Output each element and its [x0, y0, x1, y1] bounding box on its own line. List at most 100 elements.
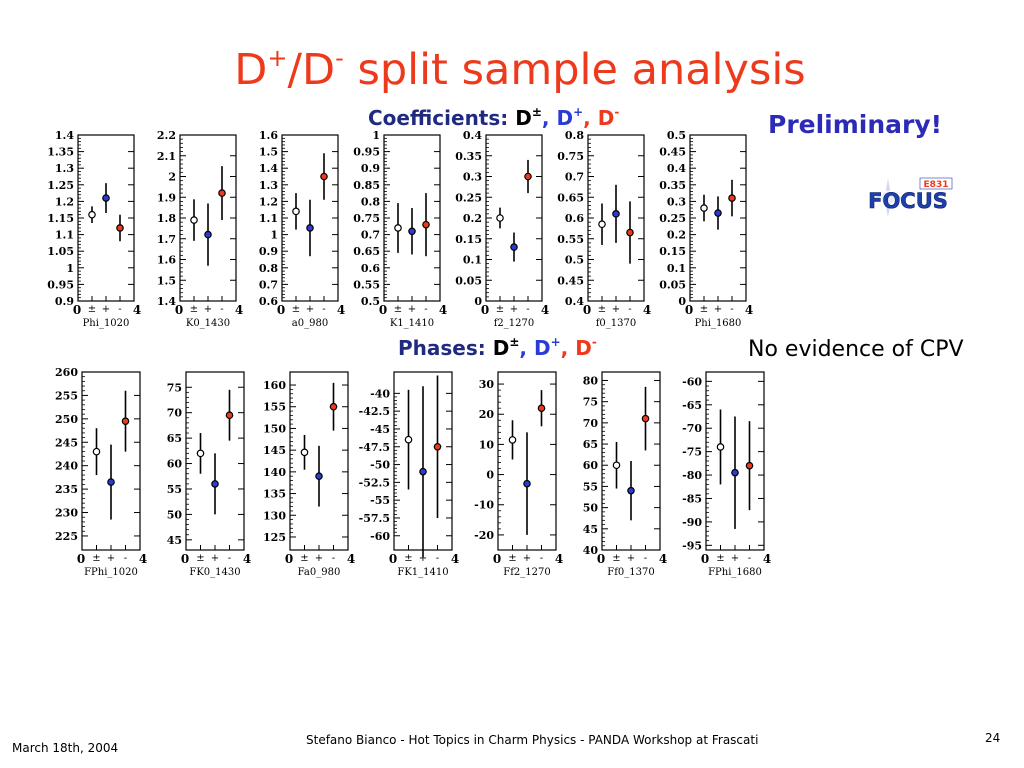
data-point-d-plus	[107, 478, 115, 486]
y-tick-label: 55	[583, 480, 598, 493]
x-tick-label: 4	[243, 552, 251, 566]
plot-title: Ff2_1270	[503, 567, 550, 578]
x-category-label: -	[228, 553, 231, 564]
y-tick-label: 0.3	[463, 171, 482, 184]
data-point-d-minus	[329, 402, 338, 411]
plot-Ff0_1370: 40 45 50 55 60 65 70 75 80 0 4 ± + - Ff0_1370	[583, 371, 667, 578]
y-tick-label: 75	[583, 396, 598, 409]
x-category-label: -	[322, 304, 325, 315]
y-tick-label: -55	[370, 494, 390, 507]
y-tick-label: 1.6	[259, 129, 278, 142]
data-point-d-plus	[102, 194, 110, 202]
preliminary-note: Preliminary!	[768, 110, 943, 139]
phase-sup-pm: ±	[509, 335, 520, 349]
y-tick-label: 0.25	[659, 212, 686, 225]
data-point-d-minus	[116, 224, 124, 232]
plot-K0_1430: 1.4 1.5 1.6 1.7 1.8 1.9 2 2.1 2.2 0 4 ± + - K0_1430	[157, 129, 243, 329]
plot-title: Fa0_980	[298, 567, 341, 578]
y-tick-label: 80	[583, 374, 599, 387]
y-tick-label: -65	[682, 399, 702, 412]
title-minus-sup: -	[335, 44, 344, 72]
y-tick-label: 1.1	[55, 229, 74, 242]
y-tick-label: 1.15	[47, 212, 74, 225]
y-tick-label: 0.5	[667, 129, 686, 142]
plot-FK0_1430: 45 50 55 60 65 70 75 0 4 ± + - FK0_1430	[167, 371, 251, 578]
x-category-label: ±	[92, 553, 100, 564]
y-tick-label: 0.05	[659, 278, 686, 291]
y-tick-label: 255	[55, 389, 78, 402]
y-tick-label: 1.7	[157, 233, 176, 246]
data-point-d-plus	[731, 468, 739, 477]
y-tick-label: 60	[583, 459, 599, 472]
y-tick-label: 0.55	[557, 233, 584, 246]
x-category-label: ±	[394, 304, 402, 315]
phase-d-plus: , D	[519, 336, 551, 360]
y-tick-label: 60	[167, 458, 183, 471]
x-category-label: ±	[300, 553, 308, 564]
y-tick-label: 0.7	[259, 278, 278, 291]
y-tick-label: -42.5	[359, 405, 390, 418]
plot-f2_1270: 0 0.05 0.1 0.15 0.2 0.25 0.3 0.35 0.4 0 4 ± + - f2_127…	[455, 129, 549, 329]
plot-Fa0_980: 125 130 135 140 145 150 155 160 0 4 ± + - Fa0_980	[263, 371, 355, 578]
y-tick-label: -80	[682, 469, 702, 482]
x-category-label: +	[714, 304, 722, 315]
phases-label: Phases:	[398, 336, 493, 360]
coefficients-label: Coefficients:	[368, 106, 516, 130]
y-tick-label: 75	[167, 381, 182, 394]
data-point-d-plus	[627, 486, 635, 495]
x-category-label: -	[540, 553, 543, 564]
x-tick-label: 4	[555, 552, 563, 566]
x-tick-label: 4	[659, 552, 667, 566]
plot-title: FPhi_1680	[708, 567, 762, 578]
plot-title: Ff0_1370	[607, 567, 654, 578]
y-tick-label: 70	[583, 417, 599, 430]
plot-frame	[289, 371, 349, 551]
x-category-label: +	[510, 304, 518, 315]
data-point-d-pm	[92, 447, 101, 456]
plot-title: FK1_1410	[397, 567, 448, 578]
x-tick-label: 0	[175, 303, 183, 317]
coef-d-plus: , D	[541, 106, 574, 130]
y-tick-label: 55	[167, 483, 182, 496]
x-category-label: -	[628, 304, 631, 315]
y-tick-label: 0.95	[353, 146, 380, 159]
y-tick-label: 225	[55, 530, 78, 543]
data-point-d-minus	[422, 220, 430, 229]
y-tick-label: 135	[263, 488, 286, 501]
x-category-label: -	[124, 553, 127, 564]
x-category-label: -	[436, 553, 439, 564]
logo-tag-box	[919, 177, 953, 190]
y-tick-label: 70	[167, 407, 183, 420]
y-tick-label: 0.5	[361, 295, 380, 308]
data-point-d-pm	[394, 224, 402, 232]
y-tick-label: -40	[370, 387, 390, 400]
plot-Phi_1020: 0.9 0.95 1 1.05 1.1 1.15 1.2 1.25 1.3 1.35 1.4 0 4 ± +…	[47, 129, 141, 329]
data-point-d-plus	[315, 472, 323, 480]
plot-FPhi_1020: 225 230 235 240 245 250 255 260 0 4 ± + - FPhi_1020	[55, 366, 147, 578]
plot-title: f0_1370	[596, 318, 637, 329]
plot-Ff2_1270: -20 -10 0 10 20 30 0 4 ± + - Ff2_1270	[474, 371, 563, 578]
phase-sup-plus: +	[550, 335, 561, 349]
x-category-label: +	[102, 304, 110, 315]
phase-d-pm: D	[492, 336, 510, 360]
y-tick-label: 1.4	[55, 129, 74, 142]
x-tick-label: 0	[597, 552, 605, 566]
data-point-d-plus	[204, 230, 212, 239]
slide-title: D+/D- split sample analysis	[0, 42, 1024, 98]
coef-sup-plus: +	[573, 105, 584, 119]
data-point-d-minus	[626, 228, 634, 237]
x-tick-label: 0	[379, 303, 387, 317]
x-category-label: ±	[598, 304, 606, 315]
y-tick-label: -75	[682, 446, 702, 459]
y-tick-label: -45	[370, 423, 390, 436]
x-category-label: +	[306, 304, 314, 315]
data-point-d-minus	[320, 172, 328, 181]
y-tick-label: 0.8	[259, 262, 278, 275]
x-category-label: -	[118, 304, 121, 315]
coef-sup-minus: -	[614, 105, 620, 119]
title-d: D	[234, 45, 268, 95]
x-category-label: +	[315, 553, 323, 564]
data-point-d-plus	[419, 467, 427, 476]
plot-title: Phi_1020	[83, 318, 130, 329]
x-category-label: ±	[292, 304, 300, 315]
